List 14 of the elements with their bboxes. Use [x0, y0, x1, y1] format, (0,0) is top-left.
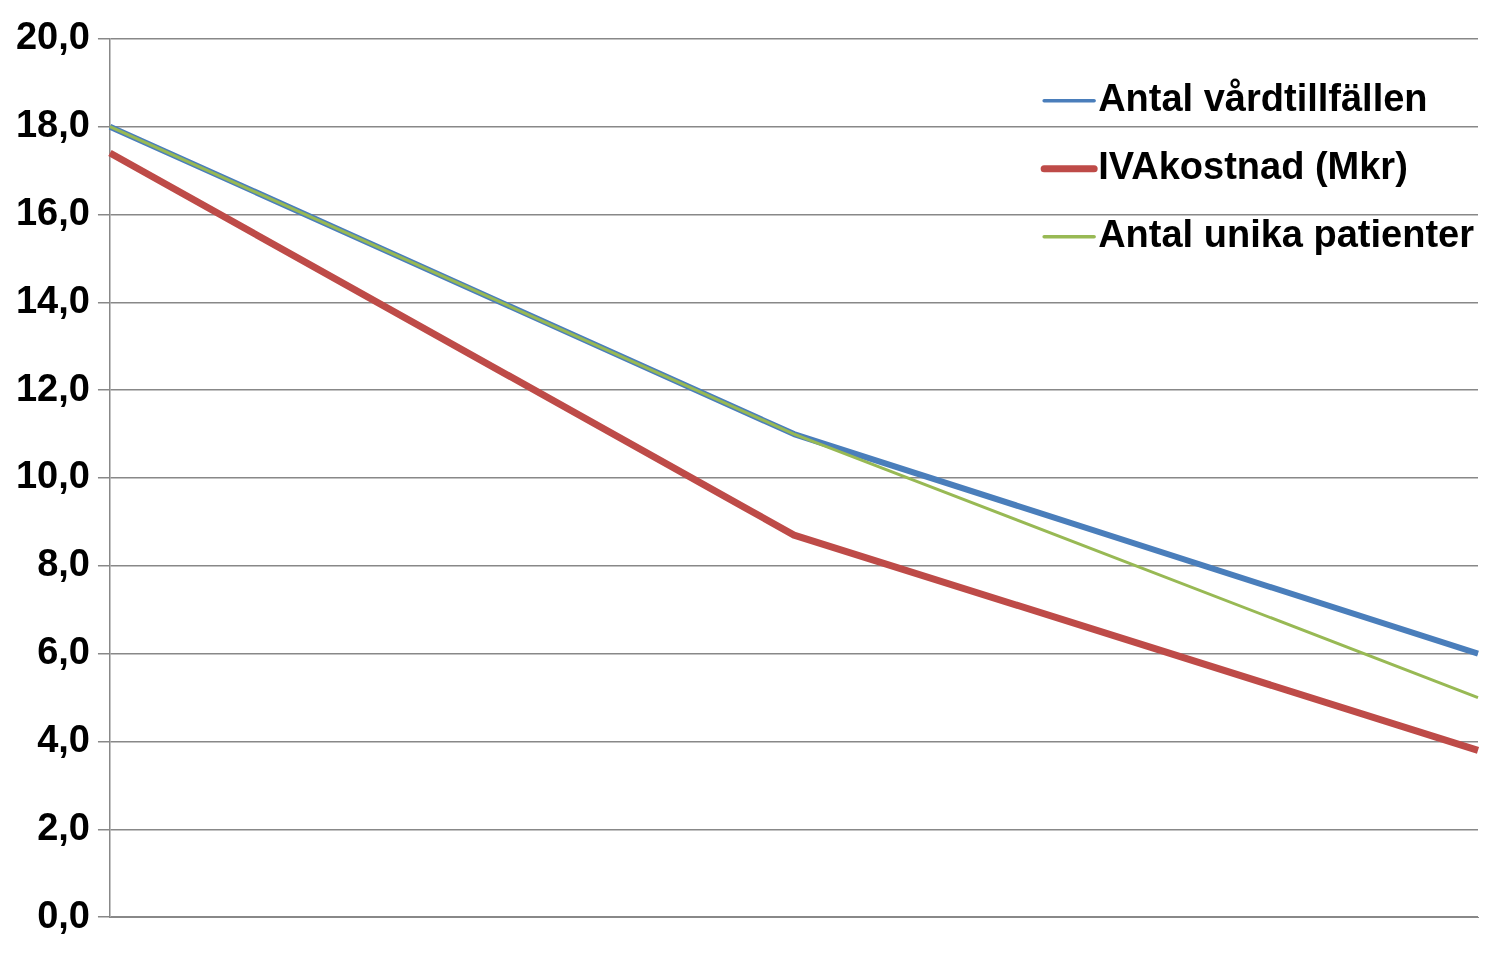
y-tick-label: 2,0: [37, 805, 90, 848]
y-tick-label: 16,0: [15, 190, 90, 233]
y-tick-label: 12,0: [15, 366, 90, 409]
y-tick-label: 20,0: [15, 15, 90, 58]
y-tick-label: 8,0: [37, 542, 90, 585]
legend-label: IVAkostnad (Mkr): [1098, 145, 1408, 188]
legend-label: Antal vårdtillfällen: [1098, 77, 1428, 120]
y-tick-label: 10,0: [15, 454, 90, 497]
y-tick-label: 18,0: [15, 103, 90, 146]
legend-label: Antal unika patienter: [1098, 213, 1475, 256]
y-tick-label: 14,0: [15, 278, 90, 321]
y-tick-label: 6,0: [37, 630, 90, 673]
y-tick-label: 4,0: [37, 718, 90, 760]
y-tick-label: 0,0: [37, 893, 90, 936]
